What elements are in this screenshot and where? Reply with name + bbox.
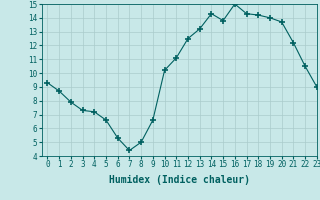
X-axis label: Humidex (Indice chaleur): Humidex (Indice chaleur) [109,175,250,185]
